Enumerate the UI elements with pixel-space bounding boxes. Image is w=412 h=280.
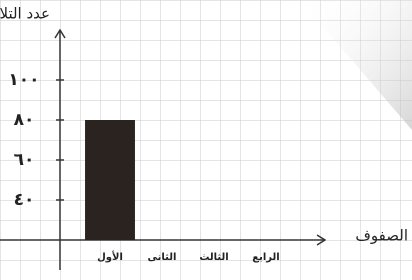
y-tick-label: ٦٠ <box>14 150 35 170</box>
y-tick-label: ٤٠ <box>14 190 35 210</box>
x-tick-label: الثالث <box>199 252 228 263</box>
y-tick-label: ٨٠ <box>14 110 35 130</box>
x-tick-label: الأول <box>97 250 123 263</box>
y-axis-label: عدد التلاميذ <box>0 5 50 23</box>
x-tick-label: الرابع <box>252 252 279 263</box>
chart: عدد التلاميذ الصفوف ٤٠ ٦٠ ٨٠ ١٠٠ الأول الثانى… <box>0 0 412 280</box>
x-axis-label: الصفوف <box>355 227 408 245</box>
bar <box>85 120 135 240</box>
x-tick-label: الثانى <box>148 252 177 263</box>
y-tick-label: ١٠٠ <box>8 70 39 90</box>
